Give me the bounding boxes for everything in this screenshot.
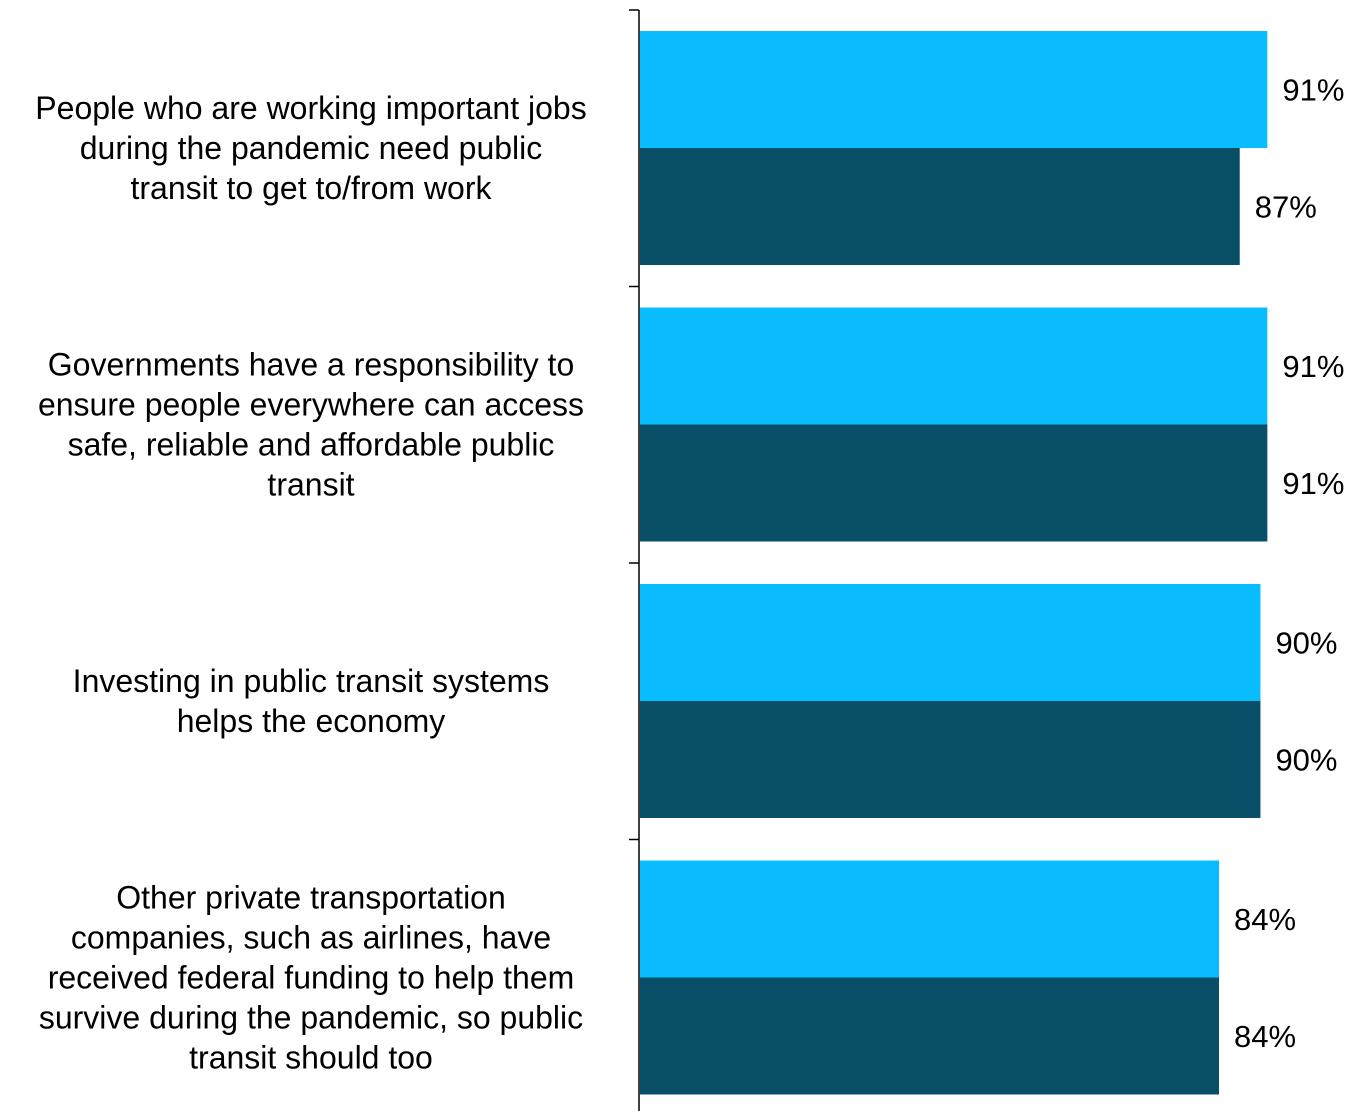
category-label-line: companies, such as airlines, have bbox=[71, 920, 551, 956]
category-label-1: People who are working important jobs dur… bbox=[35, 90, 586, 206]
category-label-line: Investing in public transit systems bbox=[73, 663, 550, 699]
bar-4-series-1 bbox=[640, 860, 1220, 978]
data-label-4-series-2: 84% bbox=[1234, 1019, 1296, 1054]
data-label-3-series-2: 90% bbox=[1275, 743, 1337, 778]
data-label-1-series-1: 91% bbox=[1282, 73, 1344, 108]
category-label-line: received federal funding to help them bbox=[48, 960, 575, 996]
category-label-line: safe, reliable and affordable public bbox=[68, 427, 555, 463]
category-label-line: transit to get to/from work bbox=[130, 170, 492, 206]
data-label-2-series-2: 91% bbox=[1282, 466, 1344, 501]
category-label-line: helps the economy bbox=[177, 703, 446, 739]
category-label-line: Governments have a responsibility to bbox=[48, 347, 574, 383]
bar-3-series-1 bbox=[640, 584, 1261, 701]
category-label-line: during the pandemic need public bbox=[80, 130, 543, 166]
bar-1-series-2 bbox=[640, 148, 1240, 265]
category-label-line: survive during the pandemic, so public bbox=[39, 1000, 583, 1036]
category-label-line: People who are working important jobs bbox=[35, 90, 586, 126]
bar-3-series-2 bbox=[640, 701, 1261, 818]
bar-2-series-1 bbox=[640, 307, 1268, 425]
bar-2-series-2 bbox=[640, 424, 1268, 542]
data-label-1-series-2: 87% bbox=[1255, 190, 1317, 225]
category-label-2: Governments have a responsibility to ensu… bbox=[38, 347, 584, 503]
category-label-line: Other private transportation bbox=[116, 880, 506, 916]
category-label-line: transit bbox=[267, 467, 354, 503]
category-label-line: transit should too bbox=[189, 1040, 433, 1076]
data-label-2-series-1: 91% bbox=[1282, 349, 1344, 384]
category-label-3: Investing in public transit systems helps… bbox=[73, 663, 550, 739]
category-label-4: Other private transportation companies, s… bbox=[39, 880, 583, 1076]
data-label-3-series-1: 90% bbox=[1275, 626, 1337, 661]
bar-1-series-1 bbox=[640, 31, 1268, 148]
bar-4-series-2 bbox=[640, 977, 1220, 1095]
category-label-line: ensure people everywhere can access bbox=[38, 387, 584, 423]
data-label-4-series-1: 84% bbox=[1234, 902, 1296, 937]
